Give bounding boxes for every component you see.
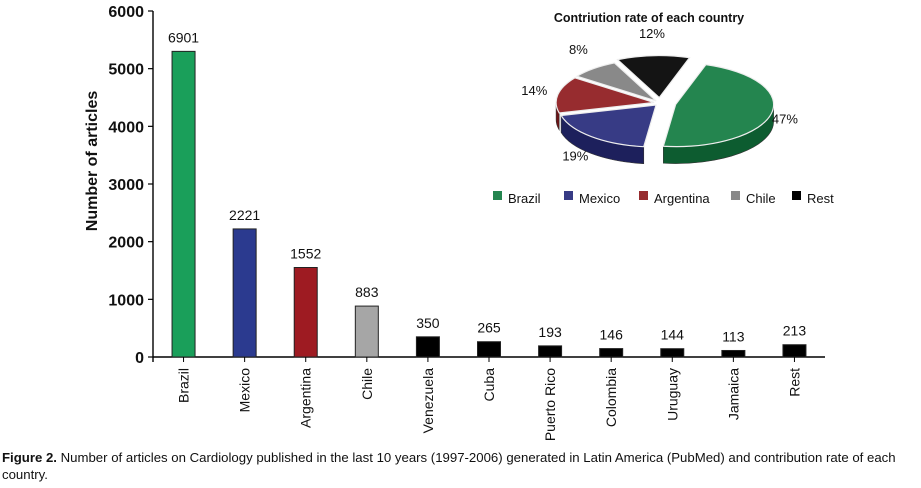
bar-jamaica — [721, 349, 746, 358]
bar-value-label: 265 — [477, 320, 501, 336]
x-tick-label: Colombia — [603, 368, 619, 427]
bar-chart: 0 1000 2000 3000 4000 5000 6000 Number of artic… — [84, 4, 825, 441]
figure-chart: 0 1000 2000 3000 4000 5000 6000 Number of artic… — [84, 4, 834, 441]
bar-value-label: 113 — [722, 328, 745, 344]
x-tick-label: Rest — [786, 368, 802, 397]
x-tick-label: Mexico — [237, 368, 253, 413]
bar-uruguay — [660, 348, 685, 358]
legend-swatch — [731, 191, 740, 200]
caption-label: Figure 2. — [2, 450, 57, 465]
pie-percent-label: 14% — [521, 83, 547, 98]
y-tick-label: 1000 — [108, 292, 144, 309]
legend-label: Chile — [746, 191, 776, 206]
y-tick-label: 4000 — [108, 119, 144, 136]
figure-caption: Figure 2. Number of articles on Cardiolo… — [2, 449, 917, 483]
x-tick-label: Venezuela — [420, 368, 436, 434]
legend-swatch — [564, 191, 573, 200]
y-tick-label: 0 — [135, 350, 144, 367]
pie-legend: Brazil Mexico Argentina Chile Rest — [493, 191, 834, 206]
bar-puerto-rico — [538, 345, 563, 358]
pie-slice-argentina — [555, 77, 655, 132]
pie-slice-mexico — [560, 104, 657, 165]
pie-percent-label: 19% — [562, 149, 588, 164]
bar-value-label: 213 — [783, 323, 807, 339]
y-axis-title: Number of articles — [84, 91, 101, 232]
x-tick-label: Jamaica — [725, 368, 741, 420]
y-tick-label: 3000 — [108, 177, 144, 194]
pie-chart: Contriution rate of each country 47% 19% 14… — [493, 11, 834, 206]
bar-value-label: 1552 — [290, 246, 321, 262]
x-tick-label: Puerto Rico — [542, 368, 558, 441]
bar-argentina — [293, 267, 318, 358]
bar-brazil — [171, 50, 196, 358]
bar-venezuela — [415, 336, 440, 358]
x-tick-label: Cuba — [481, 368, 497, 402]
bar-cuba — [477, 341, 501, 358]
legend-swatch — [792, 191, 801, 200]
bar-mexico — [232, 228, 257, 358]
bar-chile — [354, 305, 379, 358]
y-tick-label: 5000 — [108, 62, 144, 79]
y-tick-label: 6000 — [108, 4, 144, 21]
x-tick-label: Uruguay — [664, 368, 680, 421]
legend-swatch — [639, 191, 648, 200]
legend-label: Rest — [807, 191, 834, 206]
bar-value-label: 883 — [355, 284, 379, 300]
x-tick-label: Chile — [359, 368, 375, 400]
bar-rest — [782, 344, 807, 358]
bar-value-label: 6901 — [168, 29, 199, 45]
bar-value-label: 146 — [600, 327, 624, 343]
legend-swatch — [493, 191, 502, 200]
pie-title: Contriution rate of each country — [554, 11, 744, 25]
legend-label: Mexico — [579, 191, 620, 206]
pie-slice-rest — [616, 55, 691, 99]
bar-value-label: 144 — [661, 327, 685, 343]
pie-slice-brazil — [662, 63, 775, 164]
bar-value-label: 2221 — [229, 207, 260, 223]
pie-slice-chile — [575, 62, 657, 102]
bar-value-label: 193 — [538, 324, 562, 340]
pie-percent-label: 8% — [569, 42, 588, 57]
bar-colombia — [599, 348, 624, 358]
x-tick-label: Brazil — [176, 368, 192, 403]
bar-value-label: 350 — [416, 315, 440, 331]
legend-label: Brazil — [508, 191, 541, 206]
caption-text: Number of articles on Cardiology publish… — [2, 450, 896, 482]
y-tick-label: 2000 — [108, 235, 144, 252]
pie-percent-label: 12% — [639, 26, 665, 41]
legend-label: Argentina — [654, 191, 710, 206]
x-tick-label: Argentina — [298, 368, 314, 428]
pie-percent-label: 47% — [772, 111, 798, 126]
